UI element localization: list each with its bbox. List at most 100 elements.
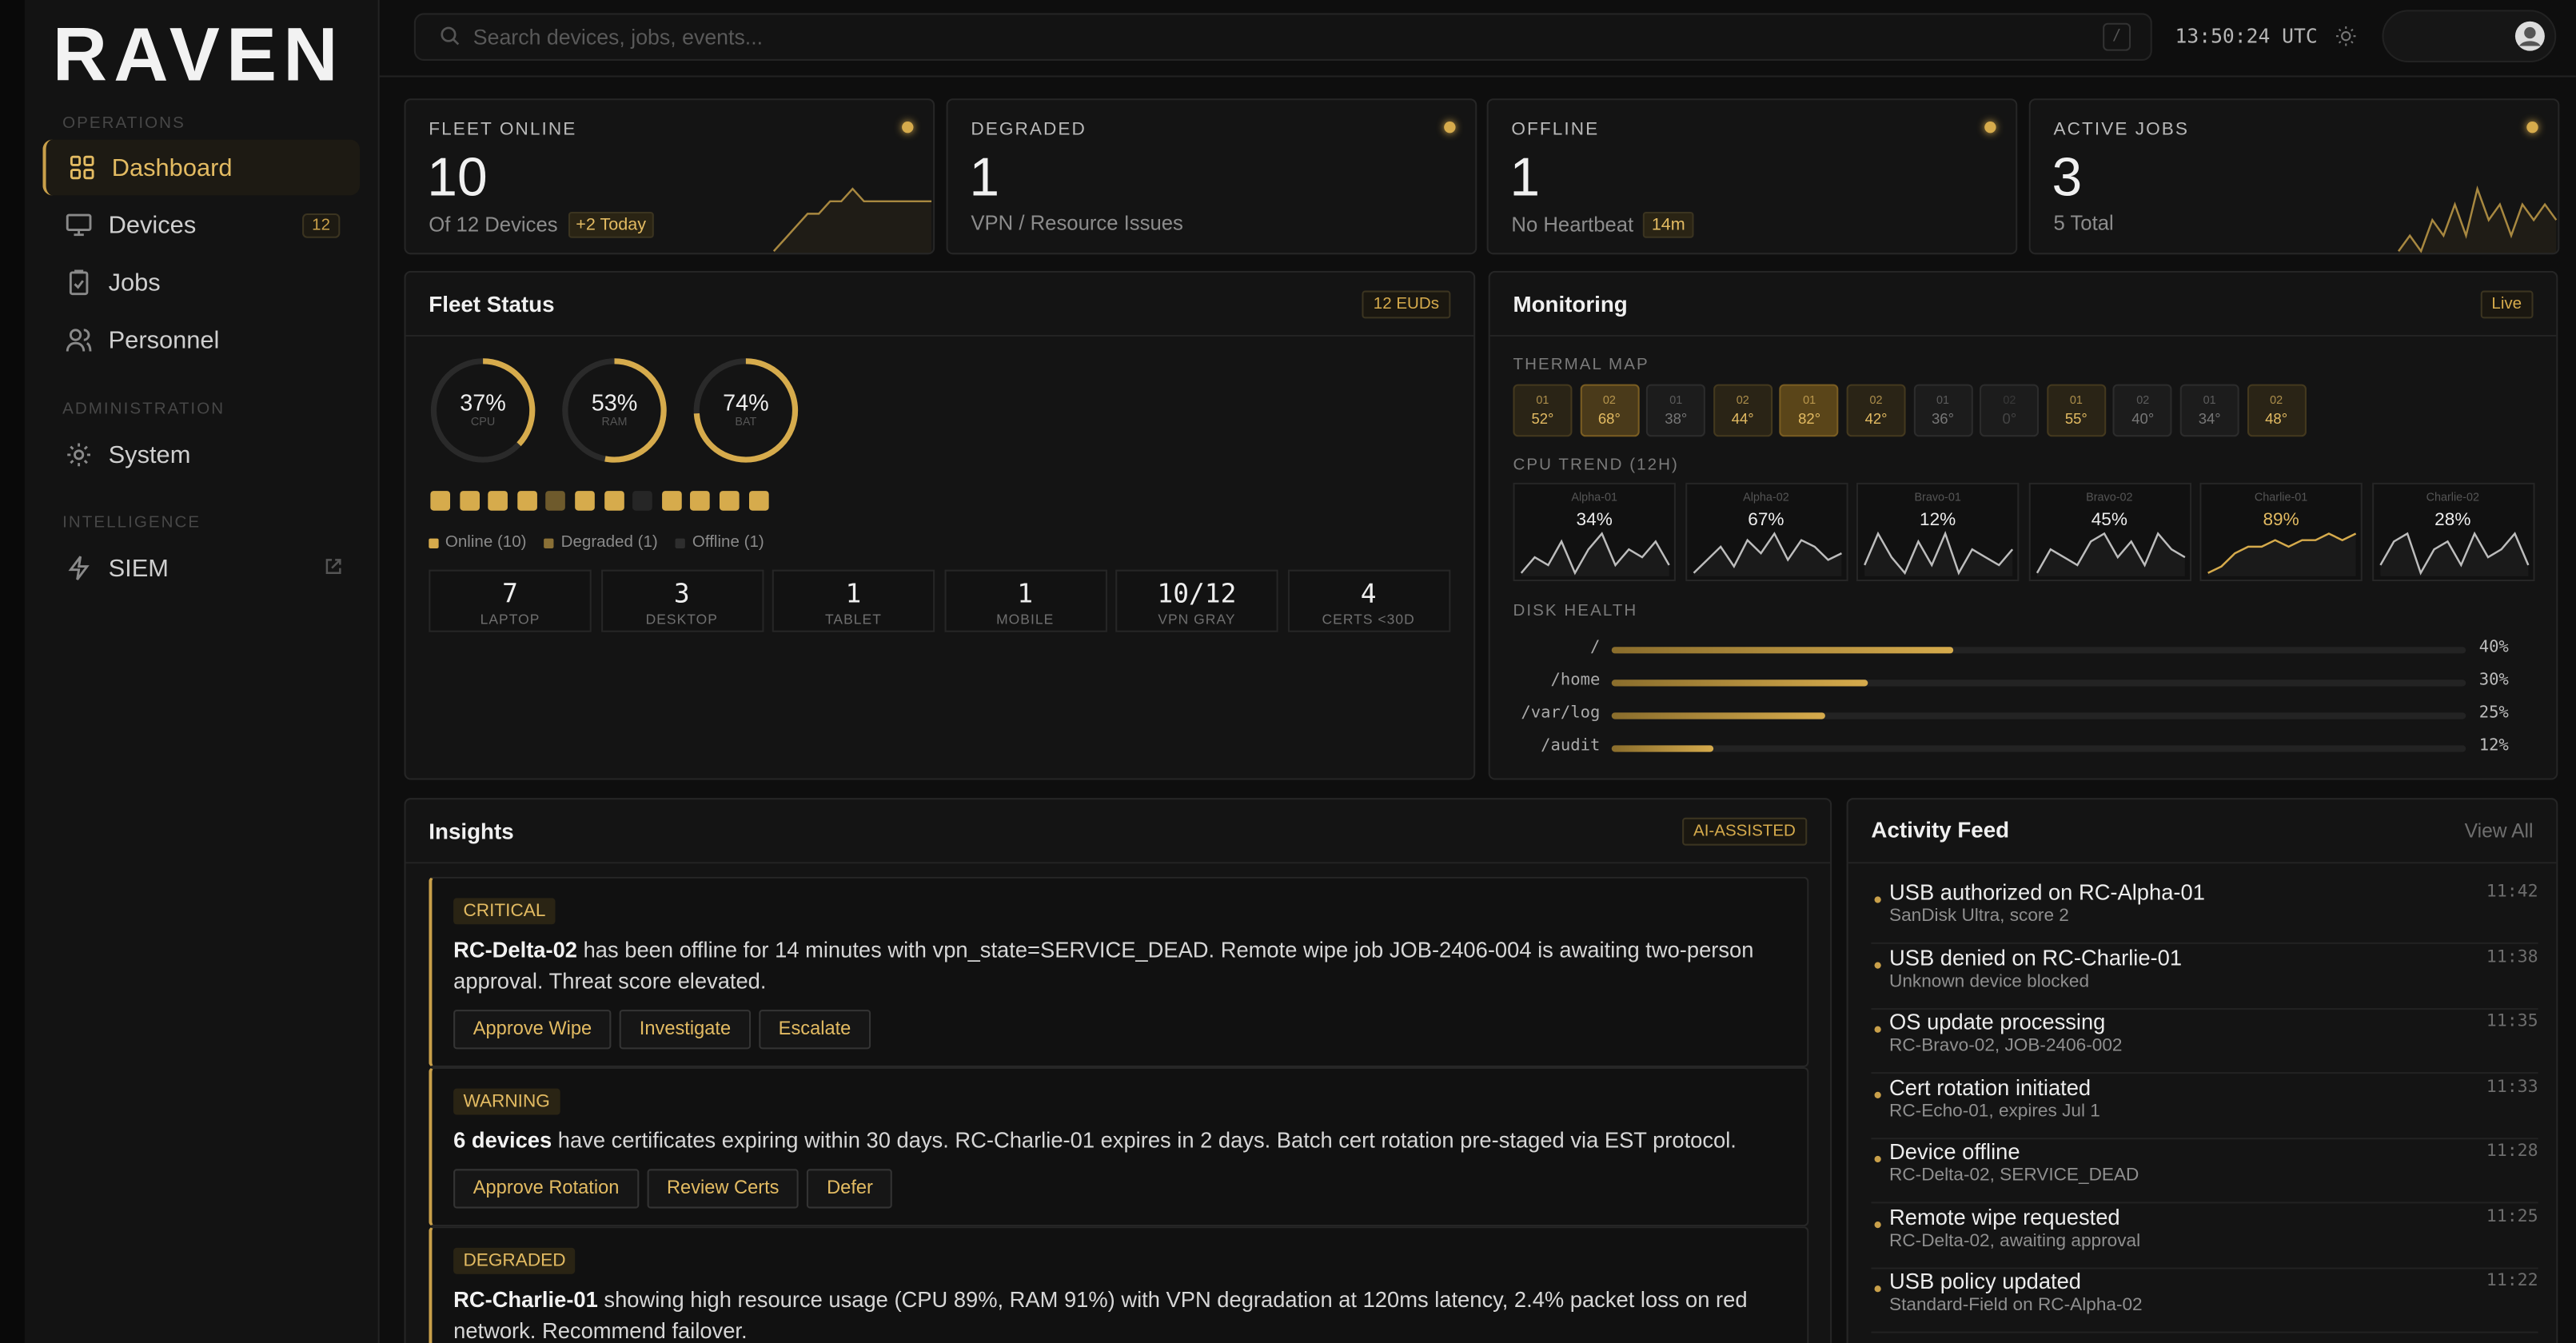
sparkline bbox=[1520, 532, 1670, 576]
activity-item[interactable]: OS update processing RC-Bravo-02, JOB-240… bbox=[1871, 1008, 2538, 1074]
insight-card: DEGRADED RC-Charlie-01 showing high resou… bbox=[429, 1226, 1809, 1343]
nav-item[interactable]: SIEM bbox=[42, 540, 360, 596]
thermal-temp: 38° bbox=[1665, 410, 1688, 427]
icon bbox=[66, 213, 92, 237]
action-button[interactable]: Approve Wipe bbox=[453, 1010, 612, 1050]
insight-actions: Approve Rotation Review Certs Defer bbox=[453, 1169, 1785, 1209]
ring bbox=[693, 358, 799, 463]
device-square bbox=[632, 491, 653, 511]
kpi-sub: No Heartbeat 14m bbox=[1511, 211, 1694, 238]
activity-item[interactable]: USB policy updated Standard-Field on RC-A… bbox=[1871, 1268, 2538, 1333]
stat-box: 1 MOBILE bbox=[943, 569, 1107, 632]
activity-item[interactable]: Remote wipe requested RC-Delta-02, awaiti… bbox=[1871, 1202, 2538, 1269]
theme-toggle[interactable] bbox=[2335, 26, 2356, 46]
thermal-cell: 01 55° bbox=[2046, 384, 2106, 437]
kpi-sparkline bbox=[772, 187, 932, 253]
cpu-sparkline bbox=[1520, 532, 1670, 576]
section-label: THERMAL MAP bbox=[1513, 356, 1649, 375]
stat-box: 10/12 VPN GRAY bbox=[1115, 569, 1278, 632]
search-box[interactable] bbox=[413, 13, 2152, 61]
nav-item[interactable]: Devices 12 bbox=[42, 197, 360, 253]
thermal-temp: 42° bbox=[1864, 410, 1888, 427]
thermal-cell: 01 82° bbox=[1780, 384, 1840, 437]
section-title: INTELLIGENCE bbox=[62, 513, 201, 532]
card-title: Fleet Status bbox=[429, 292, 555, 317]
insight-body: has been offline for 14 minutes with vpn… bbox=[453, 937, 1754, 994]
activity-time: 11:25 bbox=[2486, 1206, 2538, 1226]
insight-text: RC-Charlie-01 showing high resource usag… bbox=[453, 1284, 1785, 1343]
view-all-link[interactable]: View All bbox=[2464, 819, 2534, 843]
activity-item[interactable]: Device offline RC-Delta-02, SERVICE_DEAD 1… bbox=[1871, 1138, 2538, 1204]
device-square bbox=[575, 491, 595, 511]
ring-arc bbox=[562, 358, 667, 463]
disk-track bbox=[1611, 679, 2466, 687]
stat-label: VPN GRAY bbox=[1158, 611, 1236, 628]
status-dot bbox=[2526, 121, 2538, 134]
insights-card: Insights AI-ASSISTED CRITICAL RC-Delta-02… bbox=[404, 798, 1832, 1343]
shortcut-key: / bbox=[2103, 22, 2131, 51]
stat-box: 3 DESKTOP bbox=[600, 569, 764, 632]
sparkline bbox=[2379, 531, 2529, 576]
kpi-sub: VPN / Resource Issues bbox=[971, 212, 1183, 235]
disk-label: /home bbox=[1550, 672, 1601, 690]
severity-tag: CRITICAL bbox=[453, 898, 556, 925]
kpi-sparkline bbox=[2398, 185, 2558, 253]
ring-value: 37% bbox=[460, 389, 506, 416]
nav-item[interactable]: System bbox=[42, 427, 360, 483]
kpi-sub-text: Of 12 Devices bbox=[429, 213, 558, 237]
activity-time: 11:22 bbox=[2486, 1270, 2538, 1291]
thermal-id: 01 bbox=[2203, 395, 2216, 408]
kpi-label: FLEET ONLINE bbox=[429, 119, 577, 140]
legend: Online (10) Degraded (1) Offline (1) bbox=[429, 533, 764, 552]
disk-track bbox=[1611, 712, 2466, 719]
insight-body: have certificates expiring within 30 day… bbox=[557, 1127, 1737, 1153]
cpu-value: 89% bbox=[2263, 510, 2299, 531]
activity-dot bbox=[1874, 1285, 1881, 1293]
activity-detail: RC-Bravo-02, JOB-2406-002 bbox=[1889, 1035, 2123, 1056]
kpi-value: 3 bbox=[2052, 145, 2083, 207]
device-square bbox=[690, 491, 711, 511]
activity-item[interactable]: USB authorized on RC-Alpha-01 SanDisk Ult… bbox=[1871, 879, 2538, 944]
activity-title: USB authorized on RC-Alpha-01 bbox=[1889, 879, 2205, 905]
action-button[interactable]: Investigate bbox=[620, 1010, 751, 1050]
activity-item[interactable]: Cert rotation initiated RC-Echo-01, expir… bbox=[1871, 1073, 2538, 1139]
stat-value: 3 bbox=[673, 577, 690, 609]
thermal-id: 01 bbox=[1669, 395, 1683, 408]
device-square bbox=[720, 491, 740, 511]
activity-item[interactable]: USB denied on RC-Charlie-01 Unknown devic… bbox=[1871, 943, 2538, 1010]
device-square bbox=[604, 491, 624, 511]
disk-bar bbox=[1611, 647, 1954, 654]
nav-item[interactable]: Dashboard bbox=[42, 139, 361, 196]
spark-area bbox=[1864, 533, 2013, 576]
action-button[interactable]: Defer bbox=[807, 1169, 893, 1209]
ring-value: 53% bbox=[591, 389, 638, 416]
stat-label: DESKTOP bbox=[645, 611, 718, 628]
cpu-value: 34% bbox=[1576, 510, 1613, 531]
activity-dot bbox=[1874, 1155, 1881, 1163]
kpi-sub-text: VPN / Resource Issues bbox=[971, 211, 1183, 235]
nav-item[interactable]: Personnel bbox=[42, 312, 360, 368]
action-button[interactable]: Review Certs bbox=[647, 1169, 800, 1209]
activity-card: Activity Feed View All USB authorized on… bbox=[1846, 798, 2558, 1343]
legend-item: Offline (1) bbox=[676, 533, 764, 552]
stat-label: MOBILE bbox=[996, 611, 1055, 628]
device-square bbox=[545, 491, 566, 511]
activity-dot bbox=[1874, 1090, 1881, 1098]
cpu-name: Bravo-01 bbox=[1914, 492, 1961, 504]
action-button[interactable]: Escalate bbox=[759, 1010, 871, 1050]
cpu-value: 45% bbox=[2091, 510, 2127, 531]
action-button[interactable]: Approve Rotation bbox=[453, 1169, 640, 1209]
device-square bbox=[516, 491, 537, 511]
thermal-cell: 01 38° bbox=[1646, 384, 1706, 437]
thermal-cell: 02 48° bbox=[2247, 384, 2307, 437]
icon bbox=[68, 556, 90, 580]
device-square bbox=[430, 491, 451, 511]
card-title: Monitoring bbox=[1513, 292, 1628, 317]
thermal-id: 02 bbox=[2270, 395, 2283, 408]
severity-tag: WARNING bbox=[453, 1088, 560, 1115]
activity-title: Remote wipe requested bbox=[1889, 1204, 2120, 1229]
cpu-name: Bravo-02 bbox=[2086, 492, 2133, 504]
nav-item[interactable]: Jobs bbox=[42, 254, 360, 310]
monitoring-card: Monitoring Live THERMAL MAP CPU TREND (1… bbox=[1488, 270, 2558, 780]
